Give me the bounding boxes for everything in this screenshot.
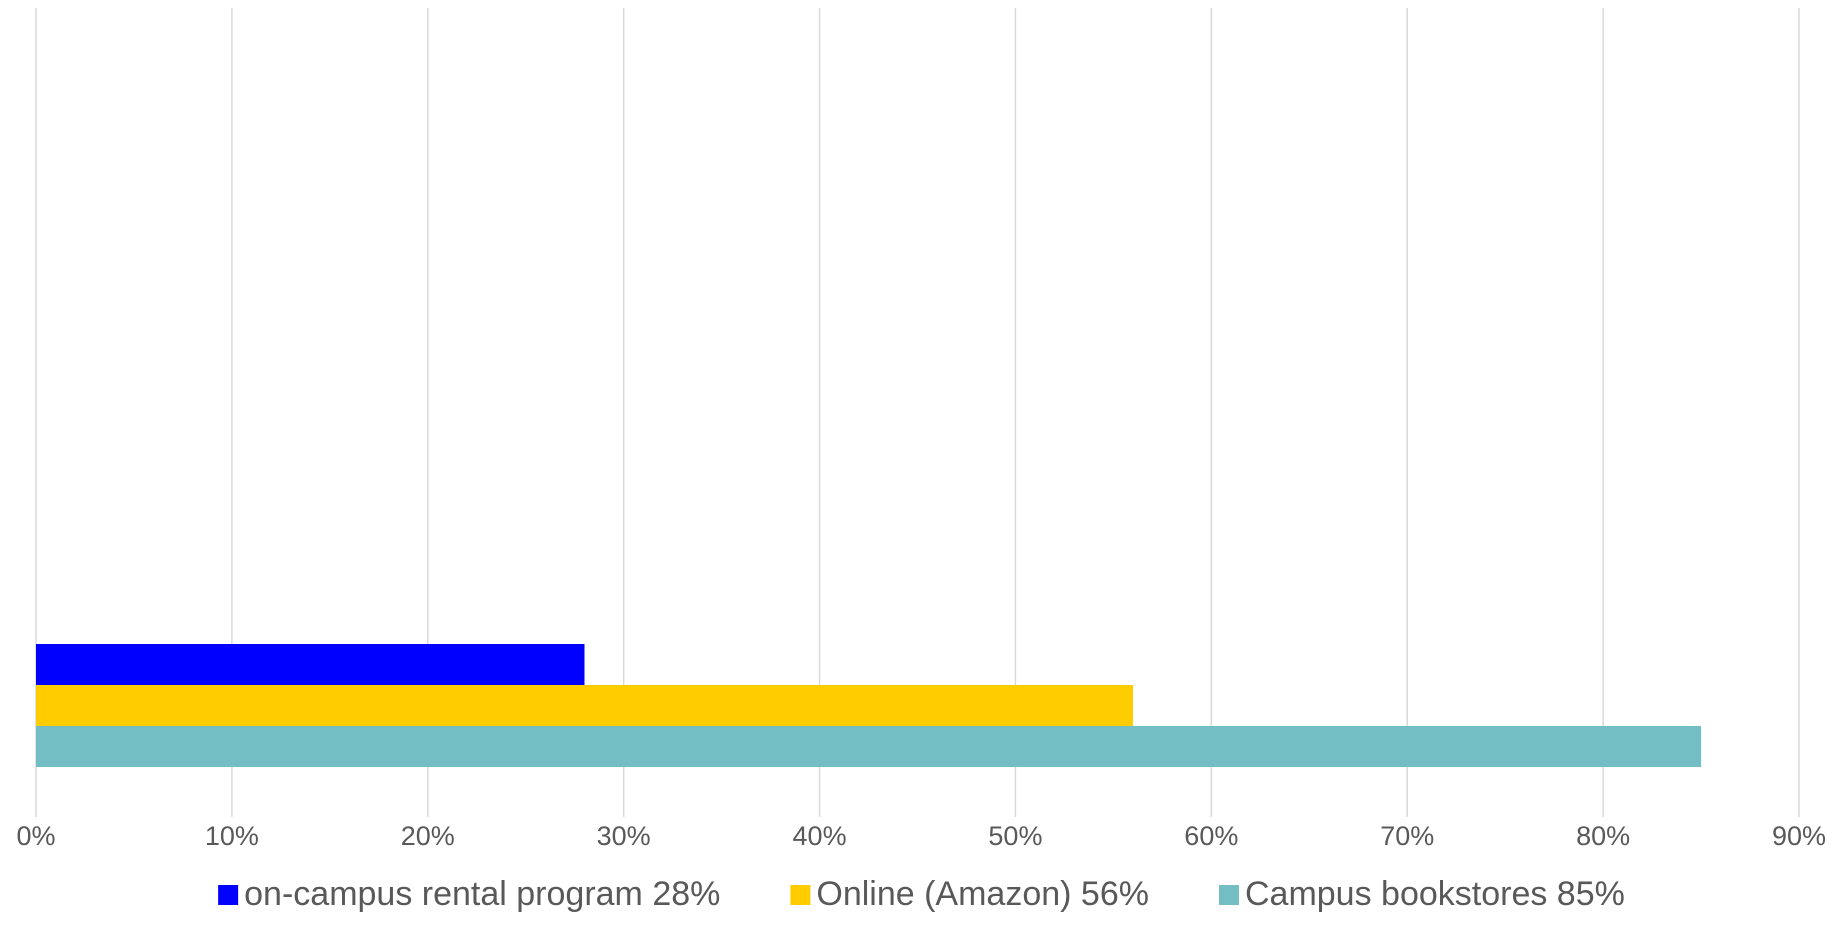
legend: on-campus rental program 28% Online (Amaz… [218, 875, 1625, 913]
x-tick-label: 70% [1380, 821, 1434, 851]
x-tick-label: 30% [597, 821, 651, 851]
bars [36, 644, 1702, 767]
legend-item: Online (Amazon) 56% [790, 875, 1149, 913]
x-tick-label: 10% [205, 821, 259, 851]
legend-label: Online (Amazon) 56% [816, 875, 1149, 913]
x-axis-tick-labels: 0% 10% 20% 30% 40% 50% 60% 70% 80% 90% [16, 821, 1826, 851]
gridlines [35, 8, 1800, 817]
x-tick-label: 40% [793, 821, 847, 851]
bar [36, 685, 1133, 726]
bar [36, 644, 585, 685]
legend-label: Campus bookstores 85% [1245, 875, 1625, 913]
legend-swatch [790, 885, 811, 905]
bar [36, 726, 1702, 767]
x-tick-label: 80% [1576, 821, 1630, 851]
legend-label: on-campus rental program 28% [244, 875, 720, 913]
legend-swatch [1218, 885, 1239, 905]
x-tick-label: 0% [16, 821, 55, 851]
legend-swatch [218, 885, 239, 905]
x-tick-label: 60% [1184, 821, 1238, 851]
x-tick-label: 90% [1772, 821, 1826, 851]
legend-item: Campus bookstores 85% [1218, 875, 1625, 913]
legend-item: on-campus rental program 28% [218, 875, 720, 913]
x-tick-label: 50% [988, 821, 1042, 851]
x-tick-label: 20% [401, 821, 455, 851]
